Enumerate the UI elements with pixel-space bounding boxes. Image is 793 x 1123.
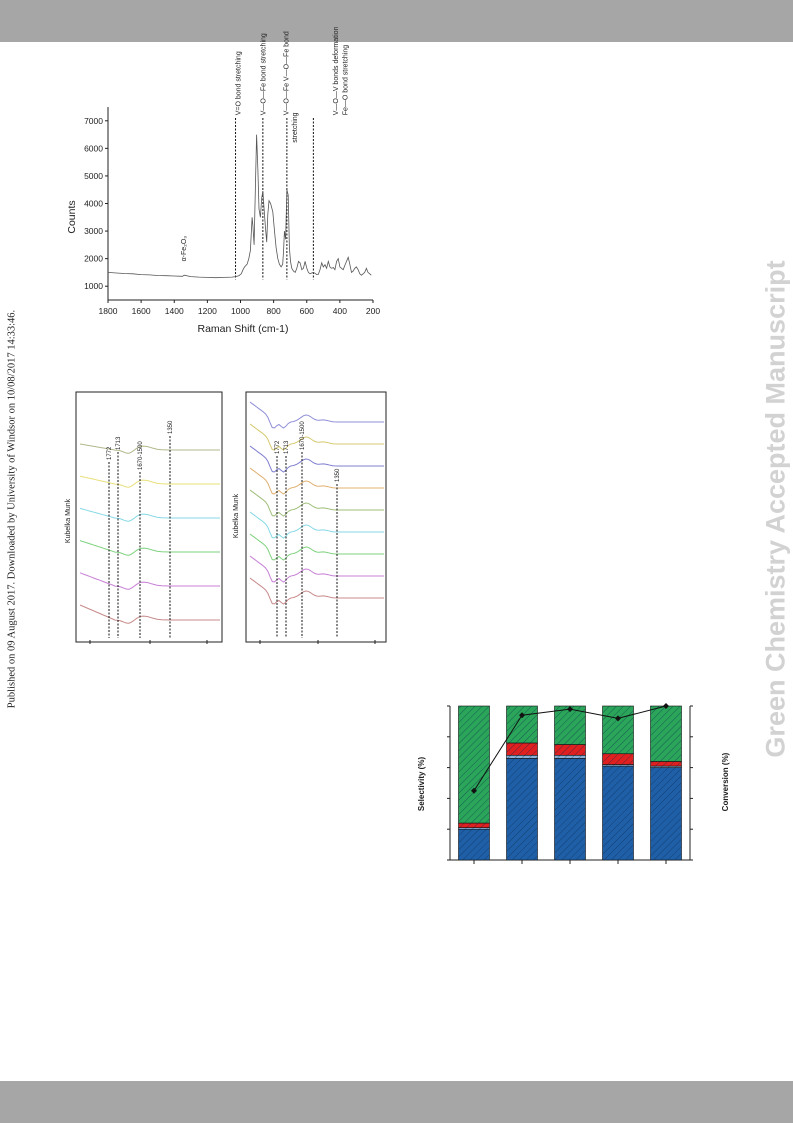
raman-x-tick-label: 200 <box>366 306 380 316</box>
raman-y-tick-label: 4000 <box>84 199 103 209</box>
drifts-guide-label: 1350 <box>168 420 174 434</box>
header-bar <box>0 0 793 42</box>
drifts-series-line <box>79 540 220 556</box>
selectivity-bar-hatch <box>458 706 490 824</box>
selectivity-bar-hatch <box>554 755 586 759</box>
raman-x-axis-label: Raman Shift (cm-1) <box>197 323 288 335</box>
selectivity-bar-hatch <box>602 766 634 860</box>
selectivity-bar-hatch <box>554 744 586 756</box>
selectivity-bar-hatch <box>602 764 634 767</box>
raman-annotation: V=O bond stretching <box>236 51 243 115</box>
drifts-series-line <box>249 401 384 429</box>
drifts-left-y-axis-label: Kubelka Munk <box>65 498 72 543</box>
drifts-series-line <box>249 577 384 605</box>
selectivity-bar-hatch <box>650 761 682 767</box>
selectivity-axis-label: Selectivity (%) <box>417 757 426 812</box>
selectivity-bar-hatch <box>458 829 490 860</box>
selectivity-bar-hatch <box>602 753 634 765</box>
raman-x-tick-label: 1000 <box>231 306 250 316</box>
selectivity-bar-hatch <box>554 758 586 860</box>
raman-x-tick-label: 1800 <box>99 306 118 316</box>
selectivity-bar-hatch <box>602 706 634 754</box>
raman-annotation: α-Fe₂O₃ <box>181 236 188 262</box>
raman-x-tick-label: 800 <box>267 306 281 316</box>
drifts-series-line <box>249 555 384 583</box>
drifts-guide-label: 1713 <box>116 436 122 450</box>
raman-y-tick-label: 3000 <box>84 226 103 236</box>
raman-x-tick-label: 1600 <box>132 306 151 316</box>
selectivity-bar-hatch <box>650 766 682 768</box>
raman-y-tick-label: 6000 <box>84 143 103 153</box>
selectivity-bar-hatch <box>506 742 538 756</box>
drifts-series-line <box>79 475 220 488</box>
raman-annotation: V—O—Fe bond stretching <box>260 33 267 115</box>
footer-bar <box>0 1081 793 1123</box>
selectivity-bar-hatch <box>650 767 682 860</box>
raman-annotation: V—O—V bonds deformation <box>333 26 340 115</box>
raman-x-tick-label: 1400 <box>165 306 184 316</box>
selectivity-bar-hatch <box>458 827 490 830</box>
drifts-guide-label: 1772 <box>275 440 281 454</box>
drifts-series-line <box>249 511 384 539</box>
conversion-point <box>471 787 477 794</box>
drifts-series-line <box>249 489 384 517</box>
drifts-series-line <box>249 467 384 495</box>
drifts-series-line <box>79 443 220 454</box>
raman-series-line <box>107 134 372 279</box>
drifts-series-line <box>79 604 220 624</box>
drifts-guide-label: 1670-1500 <box>138 441 144 470</box>
drifts-series-line <box>79 572 220 590</box>
selectivity-bar-hatch <box>506 758 538 860</box>
selectivity-bar-hatch <box>650 706 682 762</box>
raman-y-tick-label: 5000 <box>84 171 103 181</box>
conversion-point <box>519 712 525 719</box>
drifts-guide-label: 1350 <box>335 468 341 482</box>
raman-y-tick-label: 7000 <box>84 116 103 126</box>
drifts-left-frame <box>75 391 223 643</box>
drifts-right-frame <box>245 391 387 643</box>
selectivity-bar-hatch <box>554 706 586 745</box>
raman-x-tick-label: 600 <box>300 306 314 316</box>
conversion-axis-label: Conversion (%) <box>721 752 730 811</box>
drifts-series-line <box>79 507 220 522</box>
raman-x-tick-label: 400 <box>333 306 347 316</box>
selectivity-bar-hatch <box>506 755 538 759</box>
conversion-point <box>567 706 573 713</box>
raman-annotation: Fe—O bond stretching <box>342 45 349 116</box>
raman-y-tick-label: 1000 <box>84 281 103 291</box>
drifts-guide-label: 1772 <box>107 446 113 460</box>
raman-y-tick-label: 2000 <box>84 254 103 264</box>
drifts-right-y-axis-label: Kubelka Munk <box>233 493 240 538</box>
raman-annotation: stretching <box>292 112 299 142</box>
drifts-series-line <box>249 423 384 451</box>
selectivity-bar-hatch <box>458 823 490 828</box>
raman-annotation: V—O—Fe V—O—Fe bond <box>284 31 291 115</box>
drifts-guide-label: 1713 <box>284 440 290 454</box>
conversion-point <box>615 715 621 722</box>
raman-y-axis-label: Counts <box>66 200 78 233</box>
drifts-series-line <box>249 533 384 561</box>
selectivity-bar-hatch <box>506 706 538 743</box>
raman-x-tick-label: 1200 <box>198 306 217 316</box>
drifts-series-line <box>249 445 384 473</box>
conversion-point <box>663 703 669 709</box>
drifts-guide-label: 1670-1500 <box>300 421 306 450</box>
